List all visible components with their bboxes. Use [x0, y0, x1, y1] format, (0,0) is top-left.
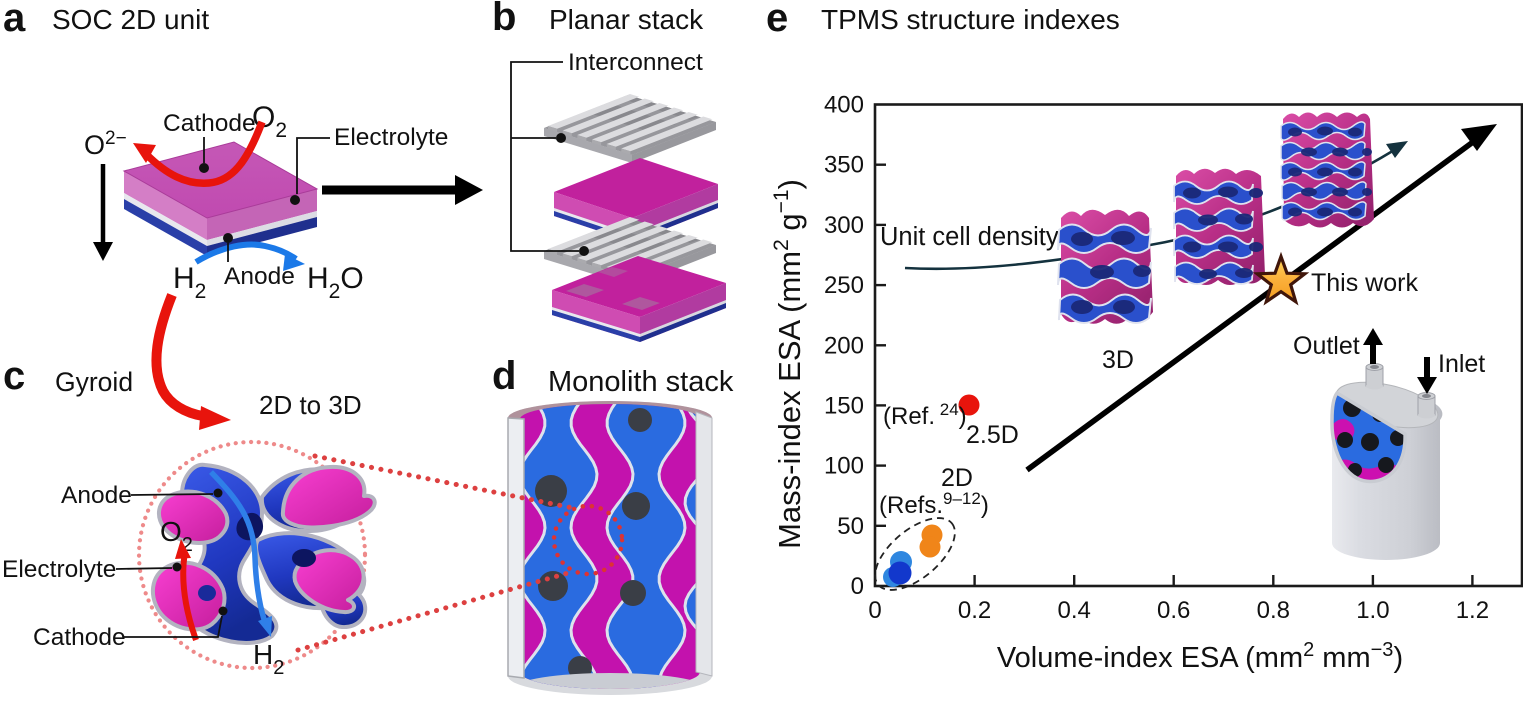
svg-text:400: 400: [824, 92, 864, 119]
svg-text:1.2: 1.2: [1456, 597, 1489, 624]
svg-text:350: 350: [824, 152, 864, 179]
svg-text:Planar stack: Planar stack: [549, 4, 704, 35]
svg-text:2D: 2D: [941, 464, 973, 492]
svg-text:300: 300: [824, 212, 864, 239]
svg-text:150: 150: [824, 392, 864, 419]
svg-text:Gyroid: Gyroid: [55, 367, 133, 397]
svg-text:Interconnect: Interconnect: [568, 49, 703, 76]
svg-text:Anode: Anode: [224, 263, 295, 290]
svg-text:0.2: 0.2: [958, 597, 991, 624]
svg-text:c: c: [3, 354, 25, 398]
svg-text:Electrolyte: Electrolyte: [334, 124, 448, 151]
svg-text:SOC 2D unit: SOC 2D unit: [52, 4, 209, 35]
svg-text:0: 0: [851, 573, 864, 600]
svg-text:Monolith stack: Monolith stack: [548, 366, 734, 398]
svg-text:2D to 3D: 2D to 3D: [259, 390, 362, 420]
svg-text:Anode: Anode: [61, 482, 132, 509]
svg-text:e: e: [766, 0, 788, 40]
svg-text:0.4: 0.4: [1058, 597, 1091, 624]
svg-text:Cathode: Cathode: [163, 110, 256, 137]
svg-text:Electrolyte: Electrolyte: [2, 556, 116, 583]
svg-text:d: d: [492, 354, 516, 398]
svg-text:0.8: 0.8: [1257, 597, 1290, 624]
svg-text:2.5D: 2.5D: [966, 421, 1019, 449]
svg-text:Volume-index ESA (mm2 mm−3): Volume-index ESA (mm2 mm−3): [997, 639, 1403, 674]
svg-text:3D: 3D: [1102, 346, 1134, 374]
svg-text:This work: This work: [1311, 269, 1418, 297]
svg-text:Outlet: Outlet: [1293, 332, 1360, 360]
svg-text:0.6: 0.6: [1157, 597, 1190, 624]
svg-text:Inlet: Inlet: [1438, 350, 1485, 378]
svg-text:Mass-index ESA (mm2 g−1): Mass-index ESA (mm2 g−1): [770, 179, 807, 549]
svg-text:100: 100: [824, 453, 864, 480]
svg-text:1.0: 1.0: [1356, 597, 1389, 624]
svg-text:a: a: [3, 0, 26, 40]
svg-text:200: 200: [824, 332, 864, 359]
svg-text:250: 250: [824, 272, 864, 299]
svg-text:50: 50: [837, 513, 864, 540]
svg-text:Unit cell density: Unit cell density: [880, 223, 1059, 251]
svg-text:0: 0: [868, 597, 881, 624]
svg-text:Cathode: Cathode: [33, 624, 126, 651]
svg-text:TPMS structure indexes: TPMS structure indexes: [821, 4, 1120, 35]
svg-text:b: b: [492, 0, 516, 39]
